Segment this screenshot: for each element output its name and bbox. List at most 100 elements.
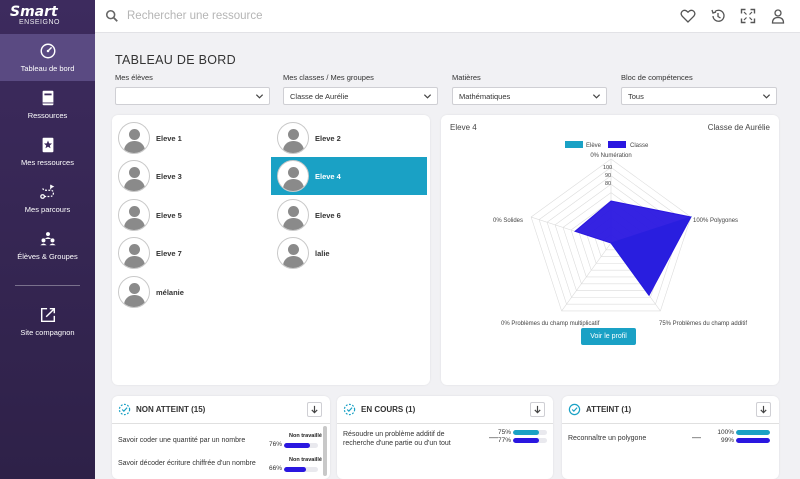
- student-name: Eleve 1: [156, 133, 182, 143]
- dashed-circle-icon: [118, 403, 131, 416]
- sidebar-divider: [15, 285, 80, 286]
- download-button[interactable]: [307, 402, 322, 417]
- student-item[interactable]: Eleve 2: [271, 119, 427, 157]
- radar-grid-ring: [530, 158, 692, 312]
- student-item[interactable]: Eleve 7: [112, 234, 268, 272]
- student-item[interactable]: Eleve 1: [112, 119, 268, 157]
- student-name: Eleve 2: [315, 133, 341, 143]
- card-header: NON ATTEINT (15): [112, 396, 330, 424]
- radar-axis-line: [561, 242, 612, 312]
- legend-label: Classe: [630, 143, 649, 149]
- scrollbar[interactable]: [323, 426, 327, 476]
- legend-label: Elève: [586, 143, 602, 149]
- sidebar: Smart ENSEIGNO Tableau de bord Ressource…: [0, 0, 95, 479]
- student-name: Eleve 3: [156, 171, 182, 181]
- view-profile-button[interactable]: Voir le profil: [581, 328, 636, 345]
- filter-skills: Bloc de compétences Tous: [621, 73, 777, 105]
- skill-label: Résoudre un problème additif de recherch…: [343, 431, 451, 447]
- progress-bar: [284, 443, 318, 448]
- students-card: Eleve 1 Eleve 2 Eleve 3 Eleve 4 Eleve 5 …: [112, 115, 430, 385]
- chart-legend: Elève Classe: [565, 141, 649, 149]
- book-icon: [42, 90, 53, 106]
- sidebar-item-label: Mes parcours: [24, 205, 71, 214]
- skill-status: Non travaillé: [288, 433, 322, 439]
- logo-subtext: ENSEIGNO: [19, 19, 60, 26]
- radar-card: Eleve 4 Classe de Aurélie Elève Classe 0…: [441, 115, 779, 385]
- sidebar-item-label: Mes ressources: [21, 158, 74, 167]
- progress-fill: [284, 443, 310, 448]
- progress-bar: [736, 438, 770, 443]
- sidebar-item-label: Élèves & Groupes: [17, 252, 78, 261]
- classes-select[interactable]: Classe de Aurélie: [283, 87, 438, 105]
- radar-student-title: Eleve 4: [450, 123, 477, 132]
- avatar: [118, 276, 150, 308]
- axis-label: 100% Polygones: [693, 218, 738, 224]
- progress-fill: [736, 430, 770, 435]
- student-item[interactable]: Eleve 3: [112, 157, 268, 195]
- progress-bar: [513, 438, 547, 443]
- radar-grid-ring: [538, 167, 684, 305]
- students-select[interactable]: [115, 87, 270, 105]
- axis-label: 0% Problèmes du champ multiplicatif: [501, 321, 600, 327]
- scale-label: 80: [605, 181, 611, 187]
- sidebar-item-label: Tableau de bord: [20, 64, 75, 73]
- sidebar-item-my-resources[interactable]: Mes ressources: [0, 128, 95, 175]
- progress-bar: [284, 467, 318, 472]
- filter-label: Mes classes / Mes groupes: [283, 73, 374, 82]
- external-link-icon: [40, 307, 55, 323]
- radar-class-title: Classe de Aurélie: [707, 123, 770, 132]
- skill-row: Résoudre un problème additif de recherch…: [337, 429, 553, 454]
- filter-classes: Mes classes / Mes groupes Classe de Auré…: [283, 73, 438, 105]
- download-icon: [760, 405, 767, 414]
- download-icon: [311, 405, 318, 414]
- sidebar-item-companion-site[interactable]: Site compagnon: [0, 298, 95, 345]
- download-button[interactable]: [530, 402, 545, 417]
- skill-row: Reconnaître un polygone — 100% 99%: [562, 429, 779, 454]
- filter-label: Bloc de compétences: [621, 73, 693, 82]
- group-icon: [39, 232, 56, 246]
- logo-text: Smart: [10, 4, 58, 20]
- fullscreen-icon[interactable]: [740, 8, 756, 24]
- route-icon: [39, 184, 54, 199]
- student-item[interactable]: lalie: [271, 234, 427, 272]
- student-item[interactable]: Eleve 5: [112, 196, 268, 234]
- gauge-icon: [40, 43, 55, 59]
- check-circle-icon: [568, 403, 581, 416]
- main-content: TABLEAU DE BORD Mes élèves Mes classes /…: [95, 33, 800, 479]
- progress-fill: [284, 467, 307, 472]
- download-icon: [534, 405, 541, 414]
- star-book-icon: [42, 137, 53, 153]
- trend-dash: —: [489, 432, 498, 442]
- app-logo[interactable]: Smart ENSEIGNO: [0, 0, 95, 34]
- student-item-selected[interactable]: Eleve 4: [271, 157, 427, 195]
- card-in-progress: EN COURS (1) Résoudre un problème additi…: [337, 396, 553, 479]
- progress-bar: [513, 430, 547, 435]
- download-button[interactable]: [756, 402, 771, 417]
- skills-select[interactable]: Tous: [621, 87, 777, 105]
- student-name: Eleve 4: [315, 171, 341, 181]
- class-percent: 77%: [497, 437, 511, 444]
- sidebar-item-students-groups[interactable]: Élèves & Groupes: [0, 222, 95, 269]
- sidebar-item-resources[interactable]: Ressources: [0, 81, 95, 128]
- heart-icon[interactable]: [680, 8, 696, 24]
- avatar: [118, 122, 150, 154]
- progress-fill: [736, 438, 770, 443]
- avatar: [277, 160, 309, 192]
- avatar: [277, 237, 309, 269]
- search-input[interactable]: [127, 10, 547, 22]
- user-icon[interactable]: [770, 8, 786, 24]
- student-item[interactable]: mélanie: [112, 273, 268, 311]
- skill-label: Reconnaître un polygone: [568, 435, 647, 442]
- student-item[interactable]: Eleve 6: [271, 196, 427, 234]
- subjects-select[interactable]: Mathématiques: [452, 87, 607, 105]
- sidebar-item-my-paths[interactable]: Mes parcours: [0, 175, 95, 222]
- dashed-circle-icon: [343, 403, 356, 416]
- select-value: Classe de Aurélie: [290, 91, 349, 101]
- select-value: Tous: [628, 91, 644, 101]
- chevron-down-icon: [592, 94, 601, 99]
- history-icon[interactable]: [710, 8, 726, 24]
- skill-label: Savoir coder une quantité par un nombre: [118, 437, 246, 444]
- axis-label: 0% Numération: [590, 153, 631, 159]
- select-value: Mathématiques: [459, 91, 511, 101]
- sidebar-item-dashboard[interactable]: Tableau de bord: [0, 34, 95, 81]
